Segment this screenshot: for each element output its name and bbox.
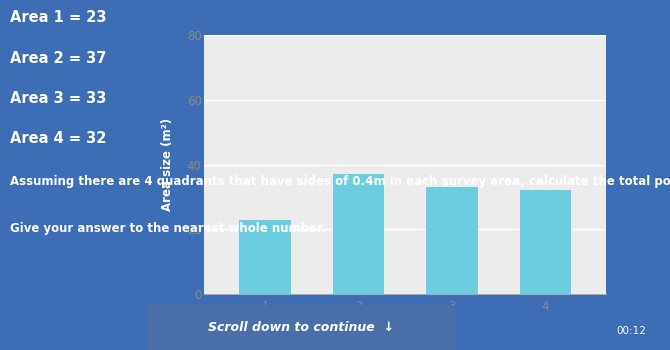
Text: Area 2 = 37: Area 2 = 37 bbox=[10, 51, 107, 66]
Text: Scroll down to continue  ↓: Scroll down to continue ↓ bbox=[208, 321, 395, 334]
Text: Area size (m²): Area size (m²) bbox=[161, 118, 174, 211]
Text: Assuming there are 4 quadrants that have sides of 0.4m in each survey area, calc: Assuming there are 4 quadrants that have… bbox=[10, 175, 670, 188]
Text: 00:12: 00:12 bbox=[616, 326, 647, 336]
Bar bbox=[520, 190, 572, 294]
Bar bbox=[239, 219, 291, 294]
Text: Area 3 = 33: Area 3 = 33 bbox=[10, 91, 107, 106]
Text: Area 4 = 32: Area 4 = 32 bbox=[10, 131, 107, 146]
Text: Give your answer to the nearest whole number.: Give your answer to the nearest whole nu… bbox=[10, 222, 326, 235]
Text: Area 1 = 23: Area 1 = 23 bbox=[10, 10, 107, 26]
Bar bbox=[426, 187, 478, 294]
Bar bbox=[333, 174, 385, 294]
